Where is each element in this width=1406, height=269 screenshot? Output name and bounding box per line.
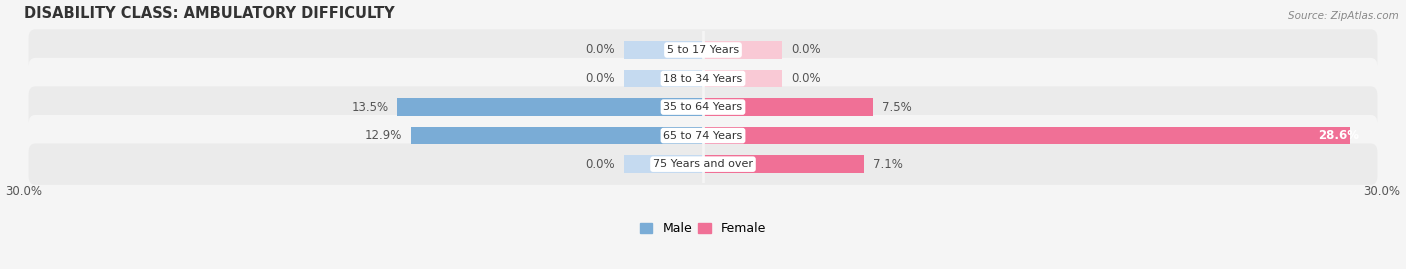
FancyBboxPatch shape [28,115,1378,156]
Bar [703,41,782,59]
Text: 0.0%: 0.0% [792,72,821,85]
Text: 0.0%: 0.0% [585,158,614,171]
FancyBboxPatch shape [28,143,1378,185]
Text: DISABILITY CLASS: AMBULATORY DIFFICULTY: DISABILITY CLASS: AMBULATORY DIFFICULTY [24,6,395,20]
FancyBboxPatch shape [28,58,1378,99]
Bar [624,155,703,173]
Bar [703,155,863,173]
Text: 7.5%: 7.5% [882,101,911,114]
Text: 18 to 34 Years: 18 to 34 Years [664,73,742,84]
Legend: Male, Female: Male, Female [636,217,770,240]
Text: 0.0%: 0.0% [792,44,821,56]
FancyBboxPatch shape [28,29,1378,71]
FancyBboxPatch shape [28,86,1378,128]
Bar [624,70,703,87]
Text: 28.6%: 28.6% [1319,129,1360,142]
Text: 5 to 17 Years: 5 to 17 Years [666,45,740,55]
Text: 12.9%: 12.9% [364,129,402,142]
Text: 35 to 64 Years: 35 to 64 Years [664,102,742,112]
Text: 7.1%: 7.1% [873,158,903,171]
Bar [703,70,782,87]
Text: 65 to 74 Years: 65 to 74 Years [664,131,742,141]
Text: 0.0%: 0.0% [585,72,614,85]
Bar [624,41,703,59]
Bar [411,127,703,144]
Text: 75 Years and over: 75 Years and over [652,159,754,169]
Text: 13.5%: 13.5% [352,101,388,114]
Bar [703,127,1350,144]
Text: 0.0%: 0.0% [585,44,614,56]
Bar [703,98,873,116]
Bar [398,98,703,116]
Text: Source: ZipAtlas.com: Source: ZipAtlas.com [1288,11,1399,21]
